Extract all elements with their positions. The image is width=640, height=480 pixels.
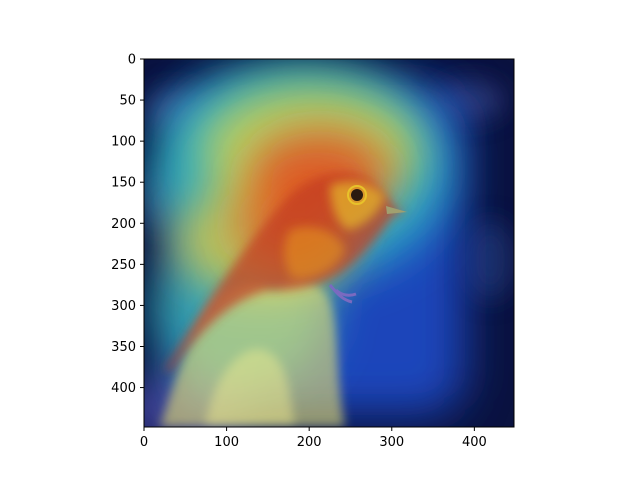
- bird-shape: [165, 172, 407, 372]
- y-tick-label: 300: [111, 299, 136, 314]
- y-tick-label: 250: [111, 258, 136, 273]
- x-axis: 0 100 200 300 400: [140, 427, 487, 450]
- y-tick-label: 0: [128, 53, 136, 68]
- y-tick-label: 50: [119, 94, 136, 109]
- x-tick-label: 0: [140, 435, 148, 450]
- y-axis: 0 50 100 150 200 250 300 350 400: [111, 53, 144, 396]
- plot-frame: [143, 58, 515, 428]
- y-tick-label: 350: [111, 340, 136, 355]
- x-tick-label: 100: [214, 435, 239, 450]
- y-tick-label: 150: [111, 176, 136, 191]
- y-tick-label: 200: [111, 217, 136, 232]
- plot-area: [144, 59, 514, 427]
- x-tick-label: 400: [462, 435, 487, 450]
- x-tick-label: 300: [379, 435, 404, 450]
- y-tick-label: 100: [111, 135, 136, 150]
- y-tick-label: 400: [111, 381, 136, 396]
- x-tick-label: 200: [297, 435, 322, 450]
